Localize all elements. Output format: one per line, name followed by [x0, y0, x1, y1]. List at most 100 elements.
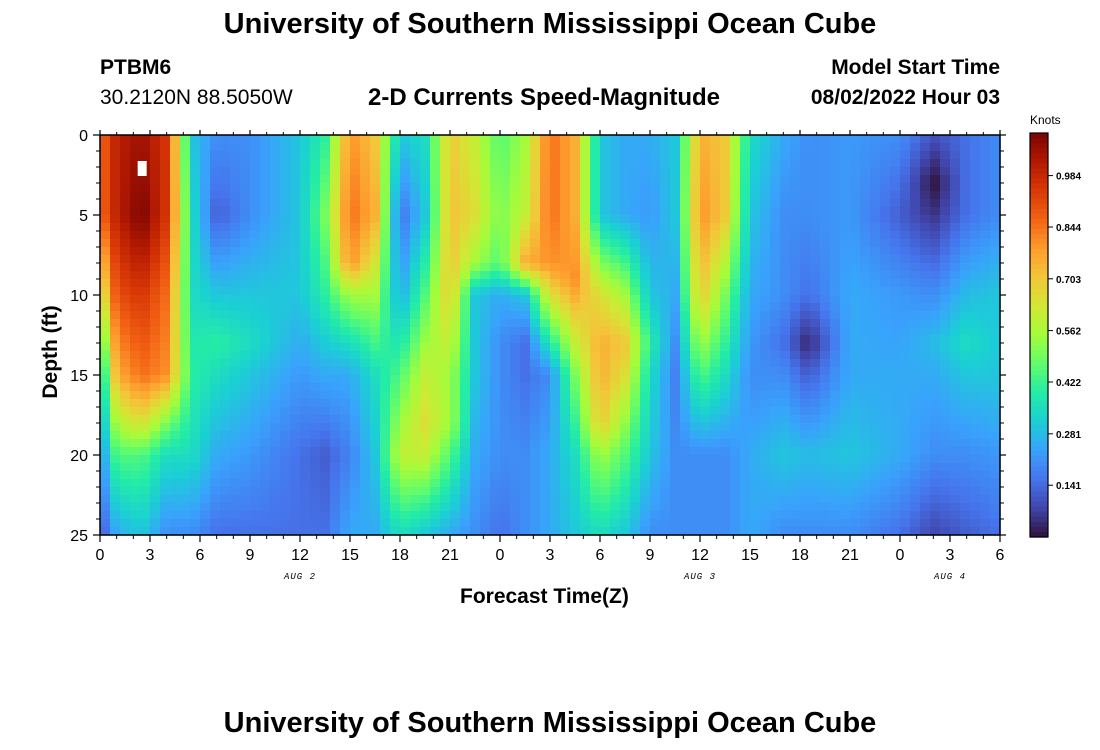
heatmap-cell: [240, 455, 251, 464]
heatmap-cell: [980, 375, 991, 384]
heatmap-cell: [680, 359, 691, 368]
heatmap-cell: [180, 375, 191, 384]
heatmap-cell: [980, 367, 991, 376]
heatmap-cell: [810, 239, 821, 248]
heatmap-cell: [990, 239, 1001, 248]
heatmap-cell: [520, 143, 531, 152]
heatmap-cell: [310, 239, 321, 248]
colorbar-segment: [1030, 400, 1048, 407]
heatmap-cell: [350, 311, 361, 320]
heatmap-cell: [410, 343, 421, 352]
heatmap-cell: [790, 183, 801, 192]
heatmap-cell: [110, 351, 121, 360]
heatmap-cell: [350, 263, 361, 272]
heatmap-cell: [310, 367, 321, 376]
heatmap-cell: [940, 447, 951, 456]
heatmap-cell: [990, 351, 1001, 360]
heatmap-cell: [560, 271, 571, 280]
heatmap-cell: [630, 183, 641, 192]
heatmap-cell: [620, 343, 631, 352]
heatmap-cell: [390, 479, 401, 488]
heatmap-cell: [950, 503, 961, 512]
heatmap-cell: [830, 255, 841, 264]
heatmap-cell: [980, 263, 991, 272]
heatmap-cell: [560, 375, 571, 384]
heatmap-cell: [150, 407, 161, 416]
heatmap-cell: [610, 215, 621, 224]
heatmap-cell: [850, 303, 861, 312]
heatmap-cell: [170, 479, 181, 488]
heatmap-cell: [280, 479, 291, 488]
heatmap-cell: [860, 439, 871, 448]
heatmap-cell: [600, 263, 611, 272]
heatmap-cell: [170, 239, 181, 248]
heatmap-cell: [140, 455, 151, 464]
heatmap-cell: [720, 431, 731, 440]
heatmap-cell: [140, 415, 151, 424]
heatmap-cell: [700, 479, 711, 488]
heatmap-cell: [520, 423, 531, 432]
heatmap-cell: [580, 247, 591, 256]
heatmap-cell: [540, 255, 551, 264]
heatmap-cell: [760, 295, 771, 304]
heatmap-cell: [760, 231, 771, 240]
heatmap-cell: [450, 247, 461, 256]
heatmap-cell: [240, 191, 251, 200]
heatmap-cell: [510, 439, 521, 448]
heatmap-cell: [360, 247, 371, 256]
heatmap-cell: [370, 271, 381, 280]
heatmap-cell: [100, 199, 111, 208]
heatmap-cell: [850, 191, 861, 200]
heatmap-cell: [560, 335, 571, 344]
heatmap-cell: [440, 359, 451, 368]
heatmap-cell: [200, 295, 211, 304]
heatmap-cell: [970, 391, 981, 400]
heatmap-cell: [580, 319, 591, 328]
heatmap-cell: [820, 271, 831, 280]
heatmap-cell: [760, 191, 771, 200]
heatmap-cell: [820, 367, 831, 376]
heatmap-cell: [160, 367, 171, 376]
heatmap-cell: [770, 335, 781, 344]
heatmap-cell: [410, 319, 421, 328]
heatmap-cell: [230, 319, 241, 328]
heatmap-cell: [140, 327, 151, 336]
date-label: AUG 4: [933, 572, 966, 582]
heatmap-cell: [960, 511, 971, 520]
heatmap-cell: [510, 407, 521, 416]
heatmap-cell: [460, 439, 471, 448]
heatmap-cell: [310, 223, 321, 232]
heatmap-cell: [190, 215, 201, 224]
heatmap-cell: [880, 319, 891, 328]
heatmap-cell: [600, 183, 611, 192]
heatmap-cell: [270, 207, 281, 216]
heatmap-cell: [170, 335, 181, 344]
heatmap-cell: [710, 351, 721, 360]
heatmap-cell: [720, 207, 731, 216]
heatmap-cell: [620, 487, 631, 496]
heatmap-cell: [810, 319, 821, 328]
heatmap-cell: [850, 311, 861, 320]
heatmap-cell: [680, 431, 691, 440]
heatmap-cell: [670, 159, 681, 168]
heatmap-cell: [200, 359, 211, 368]
heatmap-cell: [390, 399, 401, 408]
heatmap-cell: [580, 431, 591, 440]
heatmap-cell: [740, 415, 751, 424]
heatmap-cell: [660, 231, 671, 240]
heatmap-cell: [810, 351, 821, 360]
heatmap-cell: [980, 143, 991, 152]
heatmap-cell: [450, 335, 461, 344]
colorbar-segment: [1030, 420, 1048, 427]
heatmap-cell: [240, 311, 251, 320]
heatmap-cell: [510, 263, 521, 272]
heatmap-cell: [210, 463, 221, 472]
heatmap-cell: [440, 151, 451, 160]
heatmap-cell: [430, 223, 441, 232]
heatmap-cell: [360, 367, 371, 376]
heatmap-cell: [760, 159, 771, 168]
heatmap-cell: [440, 391, 451, 400]
heatmap-cell: [410, 335, 421, 344]
heatmap-cell: [340, 183, 351, 192]
heatmap-cell: [620, 263, 631, 272]
